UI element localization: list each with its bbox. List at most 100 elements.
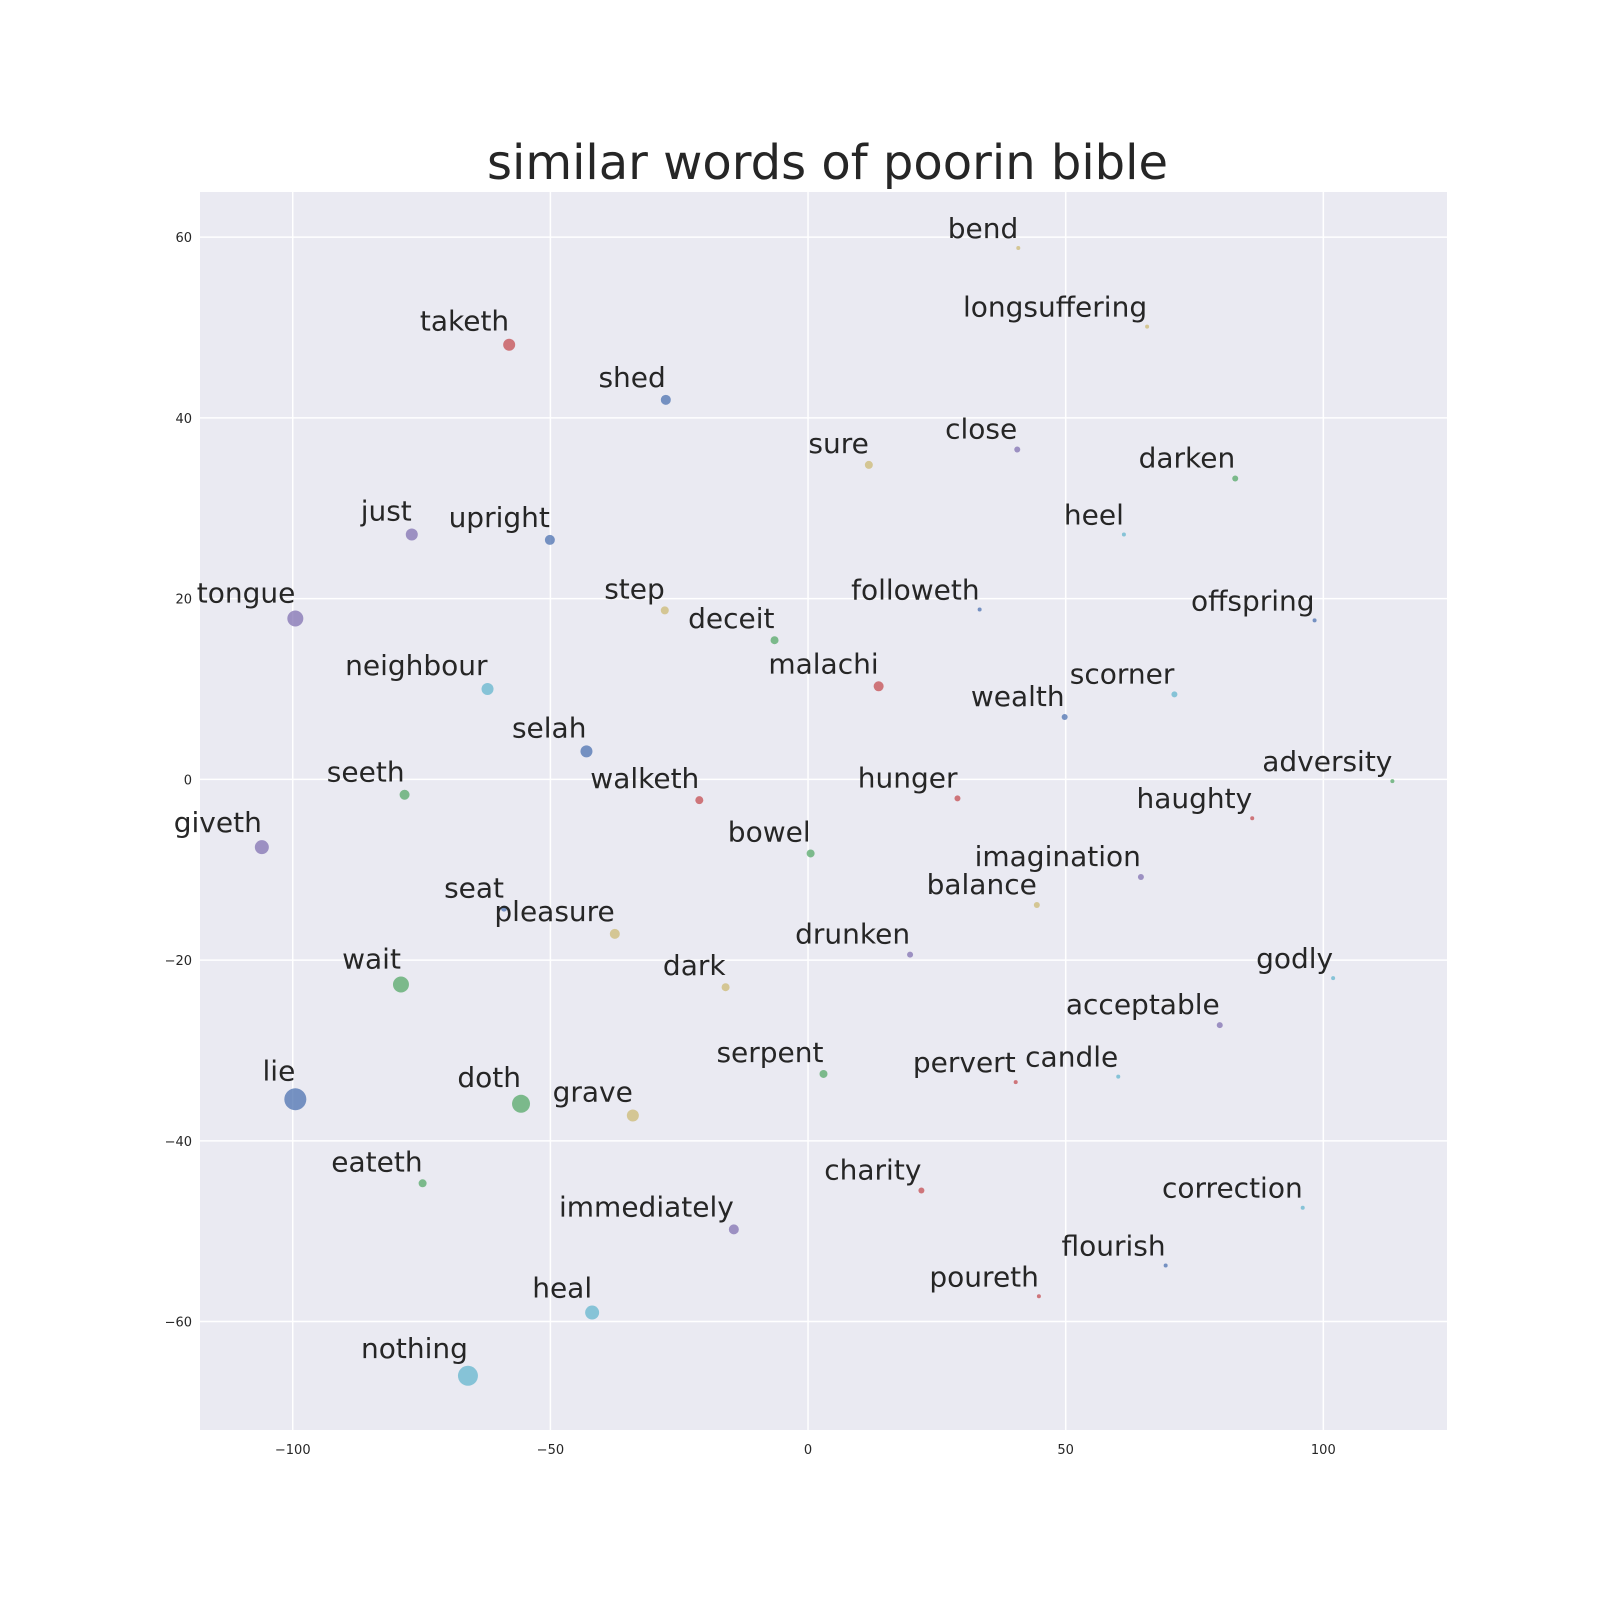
scatter-point [819, 1069, 828, 1078]
point-label: grave [553, 1076, 633, 1109]
scatter-point [284, 1088, 307, 1111]
scatter-point [1163, 1263, 1168, 1268]
scatter-point [660, 394, 671, 405]
scatter-point [399, 789, 410, 800]
scatter-point [392, 976, 409, 993]
scatter-point [873, 681, 884, 692]
scatter-point [1061, 714, 1068, 721]
scatter-point [287, 610, 304, 627]
y-tick-label: 20 [175, 593, 192, 608]
y-tick-label: 0 [184, 773, 192, 788]
point-label: wait [342, 943, 401, 976]
x-tick-label: −100 [275, 1443, 311, 1458]
scatter-point [1016, 246, 1021, 251]
point-label: malachi [768, 647, 878, 680]
scatter-point [503, 338, 516, 351]
point-label: haughty [1137, 782, 1253, 815]
scatter-point [1116, 1074, 1121, 1079]
point-label: nothing [361, 1332, 468, 1365]
point-label: immediately [559, 1190, 734, 1223]
point-label: upright [449, 501, 550, 534]
x-tick-label: −50 [537, 1443, 564, 1458]
point-label: hunger [858, 761, 958, 794]
scatter-point [806, 849, 815, 858]
point-label: doth [457, 1061, 521, 1094]
y-tick-label: −20 [165, 954, 192, 969]
scatter-point [660, 606, 669, 615]
point-label: candle [1025, 1041, 1118, 1074]
scatter-point [1250, 816, 1255, 821]
point-label: correction [1162, 1172, 1303, 1205]
point-label: deceit [688, 602, 774, 635]
y-tick-label: 40 [175, 412, 192, 427]
scatter-point [626, 1109, 639, 1122]
scatter-point [1216, 1022, 1223, 1029]
scatter-point [457, 1365, 478, 1386]
point-label: giveth [174, 806, 262, 839]
scatter-point [721, 983, 730, 992]
point-label: walketh [590, 762, 699, 795]
point-label: lie [263, 1054, 296, 1087]
scatter-point [501, 905, 508, 912]
point-label: darken [1139, 441, 1236, 474]
scatter-point [1171, 691, 1178, 698]
scatter-point [864, 460, 873, 469]
point-label: offspring [1191, 584, 1315, 617]
point-label: seat [444, 872, 504, 905]
point-label: selah [512, 711, 587, 744]
x-tick-label: 100 [1311, 1443, 1336, 1458]
point-label: serpent [716, 1036, 823, 1069]
point-label: bowel [728, 815, 811, 848]
scatter-point [918, 1187, 925, 1194]
point-label: flourish [1062, 1230, 1166, 1263]
point-label: drunken [795, 918, 910, 951]
scatter-point [1331, 976, 1336, 981]
plot-area [200, 192, 1447, 1430]
point-label: taketh [420, 305, 509, 338]
point-label: pleasure [494, 895, 614, 928]
point-label: heal [532, 1272, 592, 1305]
point-label: heel [1064, 498, 1124, 531]
x-tick-label: 50 [1057, 1443, 1074, 1458]
scatter-point [585, 1305, 600, 1320]
y-tick-label: −60 [165, 1316, 192, 1331]
chart-title: similar words of poorin bible [486, 135, 1169, 191]
scatter-point [418, 1179, 427, 1188]
point-label: godly [1256, 942, 1333, 975]
point-label: followeth [851, 573, 980, 606]
scatter-point [954, 795, 961, 802]
point-label: poureth [929, 1260, 1039, 1293]
scatter-point [1013, 1080, 1018, 1085]
point-label: close [945, 413, 1017, 446]
point-label: neighbour [345, 649, 488, 682]
point-label: sure [808, 427, 868, 460]
scatter-point [977, 607, 982, 612]
point-label: scorner [1070, 657, 1175, 690]
scatter-point [1300, 1205, 1305, 1210]
scatter-point [1137, 873, 1144, 880]
scatter-point [1033, 901, 1040, 908]
scatter-point [1121, 532, 1126, 537]
y-tick-label: −40 [165, 1135, 192, 1150]
scatter-point [405, 528, 418, 541]
point-label: balance [927, 868, 1037, 901]
scatter-point [1014, 446, 1021, 453]
scatter-point [770, 636, 779, 645]
point-label: just [360, 494, 412, 527]
point-label: longsuffering [963, 291, 1147, 324]
y-tick-label: 60 [175, 231, 192, 246]
scatter-point [1232, 475, 1239, 482]
point-label: wealth [971, 680, 1065, 713]
scatter-point [907, 951, 914, 958]
scatter-point [1390, 779, 1395, 784]
point-label: adversity [1262, 745, 1392, 778]
point-label: shed [598, 361, 665, 394]
scatter-point [728, 1224, 739, 1235]
scatter-point [1312, 618, 1317, 623]
x-tick-label: 0 [804, 1443, 812, 1458]
scatter-point [481, 683, 494, 696]
scatter-point [1145, 324, 1150, 329]
scatter-point [1036, 1294, 1041, 1299]
point-label: seeth [327, 756, 405, 789]
